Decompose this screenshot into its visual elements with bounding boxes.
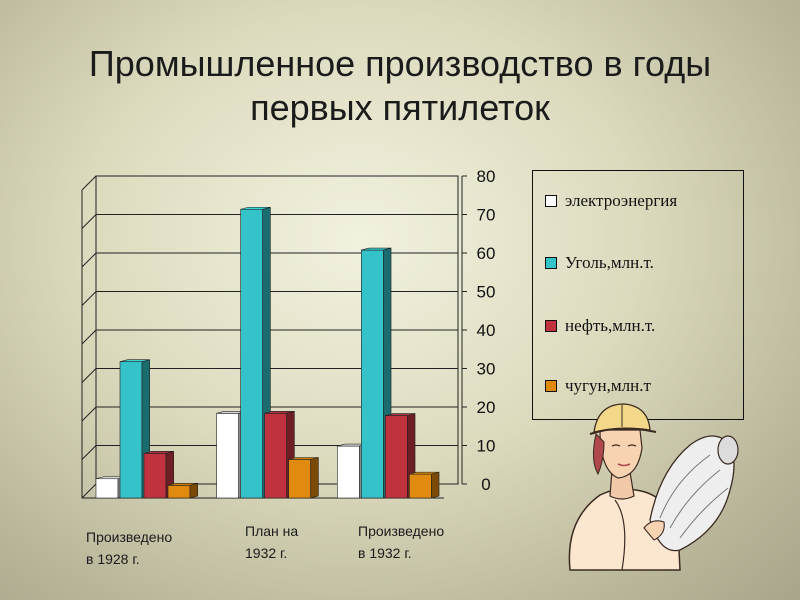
bar-front (409, 473, 432, 499)
y-tick-label: 30 (477, 360, 496, 379)
bar-top (143, 451, 174, 454)
gridline-side (81, 329, 97, 345)
y-tick-label: 60 (477, 244, 496, 263)
y-tick-label: 70 (477, 206, 496, 225)
gridline-side (81, 214, 97, 229)
y-tick-label: 0 (481, 475, 490, 494)
legend-label: чугун,млн.т (565, 376, 651, 395)
gridline-side (81, 445, 97, 460)
legend-swatch-electricity (545, 195, 557, 207)
bar-front (167, 484, 191, 499)
bar-front (361, 249, 384, 499)
gridline-side (81, 406, 97, 422)
bar-top (264, 410, 295, 414)
bar-front (216, 412, 239, 499)
category-label: Произведено в 1928 г. (86, 529, 173, 567)
bar-front (264, 412, 287, 499)
gridline-side (81, 291, 97, 306)
category-label: План на 1932 г. (245, 523, 299, 561)
bar-top (119, 359, 150, 363)
bar-front (240, 208, 263, 499)
chart-legend: электроэнергия Уголь,млн.т. нефть,млн.т.… (532, 170, 744, 420)
bar-front (385, 415, 408, 499)
bar-side (431, 471, 440, 499)
legend-swatch-oil (545, 320, 557, 332)
bar-top (240, 206, 271, 210)
legend-swatch-coal (545, 257, 557, 269)
bar (167, 482, 198, 499)
bar-top (288, 457, 319, 460)
y-tick-label: 20 (477, 398, 496, 417)
legend-item: Уголь,млн.т. (545, 253, 654, 273)
bar-front (119, 361, 143, 499)
y-tick-label: 80 (477, 167, 496, 186)
y-tick-label: 10 (477, 437, 496, 456)
bar-side (189, 482, 198, 499)
category-label: Произведено в 1932 г. (358, 523, 445, 561)
gridline-side (81, 483, 97, 499)
legend-label: Уголь,млн.т. (565, 253, 654, 272)
gridline-side (81, 175, 97, 191)
bar-front (95, 478, 119, 499)
legend-label: нефть,млн.т. (565, 316, 656, 335)
chart-bars (95, 206, 440, 499)
bar-side (310, 457, 319, 499)
bar-front (143, 453, 167, 499)
worker-with-blueprint-illustration (568, 403, 739, 571)
bar-front (337, 445, 360, 499)
y-tick-label: 50 (477, 283, 496, 302)
legend-item: нефть,млн.т. (545, 316, 655, 336)
legend-item: электроэнергия (545, 191, 677, 211)
bar-top (361, 247, 392, 251)
bar (288, 457, 319, 499)
bar-top (385, 413, 416, 416)
bar-top (167, 482, 198, 486)
gridline-side (81, 252, 97, 268)
legend-swatch-pig-iron (545, 380, 557, 392)
chart-axis: 0 10 20 30 40 50 60 70 80 (461, 167, 496, 494)
bar-top (409, 471, 440, 475)
bar-front (288, 459, 311, 499)
bar (409, 471, 440, 499)
y-tick-label: 40 (477, 321, 496, 340)
legend-item: чугун,млн.т (545, 376, 651, 396)
slide-title: Промышленное производство в годы первых … (88, 43, 712, 128)
legend-label: электроэнергия (565, 191, 678, 210)
gridline-side (81, 368, 97, 383)
